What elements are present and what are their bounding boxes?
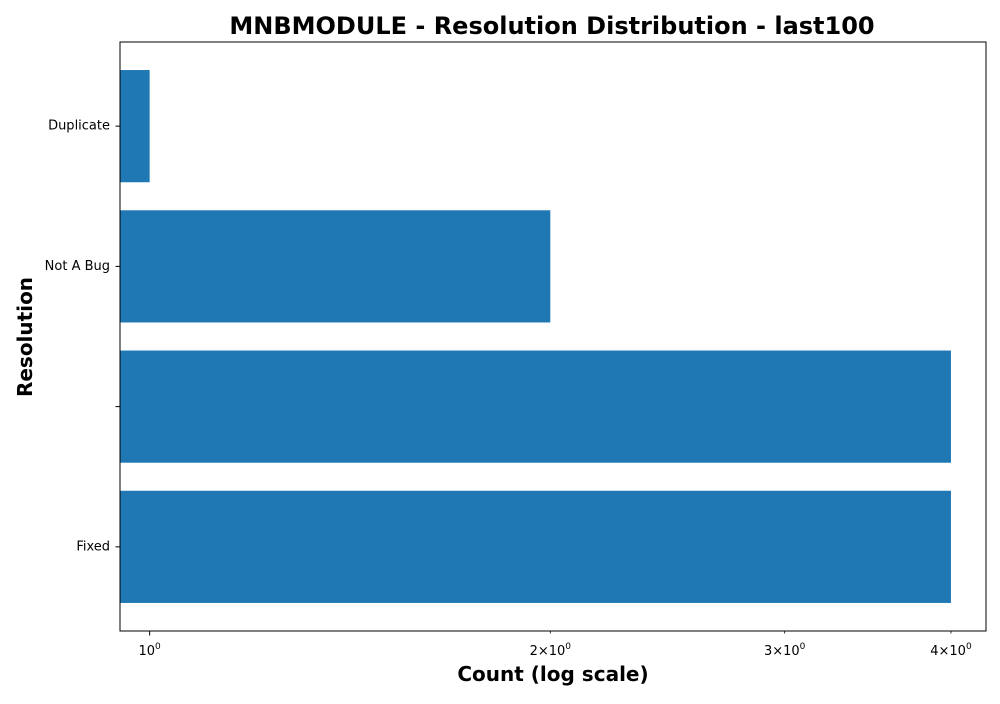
x-tick-label: 2×100 bbox=[530, 642, 572, 659]
y-tick-label: Duplicate bbox=[48, 119, 110, 134]
x-tick-label: 100 bbox=[139, 642, 162, 659]
bar-duplicate bbox=[120, 70, 150, 183]
x-tick-label: 3×100 bbox=[764, 642, 806, 659]
y-tick-label: Fixed bbox=[76, 539, 110, 554]
y-tick-label: Not A Bug bbox=[45, 259, 110, 274]
chart-title: MNBMODULE - Resolution Distribution - la… bbox=[229, 12, 874, 40]
y-axis-label: Resolution bbox=[13, 277, 37, 397]
x-axis-ticks: 100 2×100 3×100 4×100 bbox=[139, 631, 972, 659]
x-tick-label: 4×100 bbox=[930, 642, 972, 659]
bar-fixed bbox=[120, 490, 951, 603]
y-axis-ticks: Fixed Not A Bug Duplicate bbox=[45, 119, 120, 554]
bars-layer bbox=[120, 70, 951, 603]
bar-unlabeled bbox=[120, 350, 951, 463]
x-axis-label: Count (log scale) bbox=[457, 662, 648, 686]
plot-frame bbox=[119, 41, 987, 632]
bar-not-a-bug bbox=[120, 210, 551, 323]
